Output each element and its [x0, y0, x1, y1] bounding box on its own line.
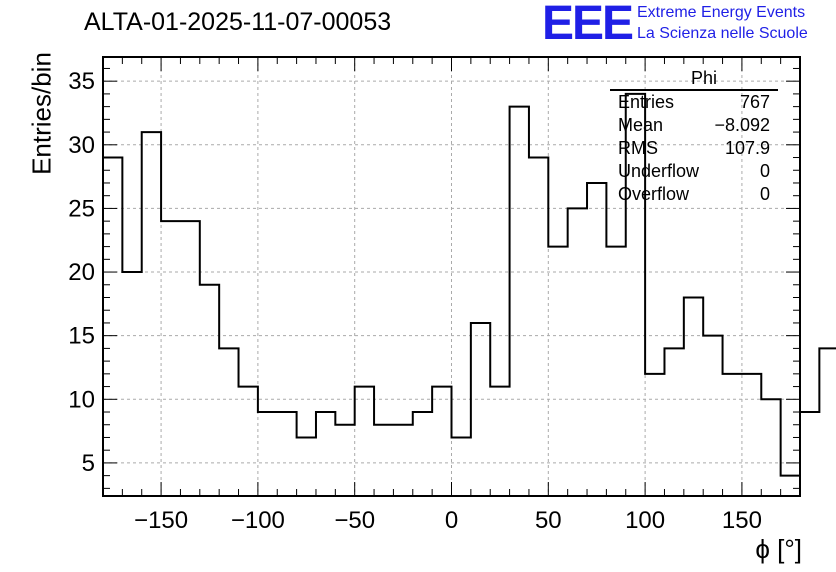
stats-row-overflow: Overflow 0 [610, 183, 778, 206]
y-tick-label: 5 [82, 450, 95, 477]
histogram-line [102, 92, 836, 496]
x-tick-label: −150 [134, 507, 188, 534]
x-tick-label: 0 [445, 507, 458, 534]
chart-title: ALTA-01-2025-11-07-00053 [84, 8, 392, 36]
stats-label: RMS [618, 138, 658, 158]
y-tick-label: 25 [68, 195, 95, 222]
x-tick-label: 50 [535, 507, 562, 534]
stats-label: Mean [618, 115, 664, 135]
x-tick-label: −50 [334, 507, 375, 534]
grid-lines [103, 57, 800, 496]
x-tick-label: 150 [722, 507, 762, 534]
y-tick-label: 35 [68, 68, 95, 95]
y-axis-label: Entries/bin [26, 52, 57, 175]
y-tick-label: 20 [68, 259, 95, 286]
stats-row-entries: Entries 767 [610, 91, 778, 114]
stats-value: 107.9 [724, 138, 770, 158]
y-tick-label: 15 [68, 323, 95, 350]
stats-value: 0 [759, 184, 770, 204]
axis-ticks: −150 −100 −50 0 50 100 150 5 10 15 20 25 30 35 [68, 57, 801, 534]
stats-label: Entries [618, 92, 675, 112]
brand-line-1: Extreme Energy Events [637, 4, 806, 21]
stats-title: Phi [610, 68, 778, 91]
stats-label: Overflow [618, 184, 690, 204]
y-tick-label: 10 [68, 386, 95, 413]
x-tick-label: −100 [231, 507, 285, 534]
stats-value: 767 [739, 92, 770, 112]
stats-row-mean: Mean −8.092 [610, 114, 778, 137]
y-tick-label: 30 [68, 132, 95, 159]
brand-line-2: La Scienza nelle Scuole [637, 25, 808, 42]
eee-logo: EEE [542, 0, 634, 50]
stats-label: Underflow [618, 161, 700, 181]
stats-value: 0 [759, 161, 770, 181]
x-axis-label: ϕ [°] [755, 534, 802, 564]
stats-value: −8.092 [714, 115, 770, 135]
stats-box: Phi Entries 767 Mean −8.092 RMS 107.9 Un… [610, 68, 778, 206]
x-tick-label: 100 [625, 507, 665, 534]
stats-row-rms: RMS 107.9 [610, 137, 778, 160]
stats-row-underflow: Underflow 0 [610, 160, 778, 183]
